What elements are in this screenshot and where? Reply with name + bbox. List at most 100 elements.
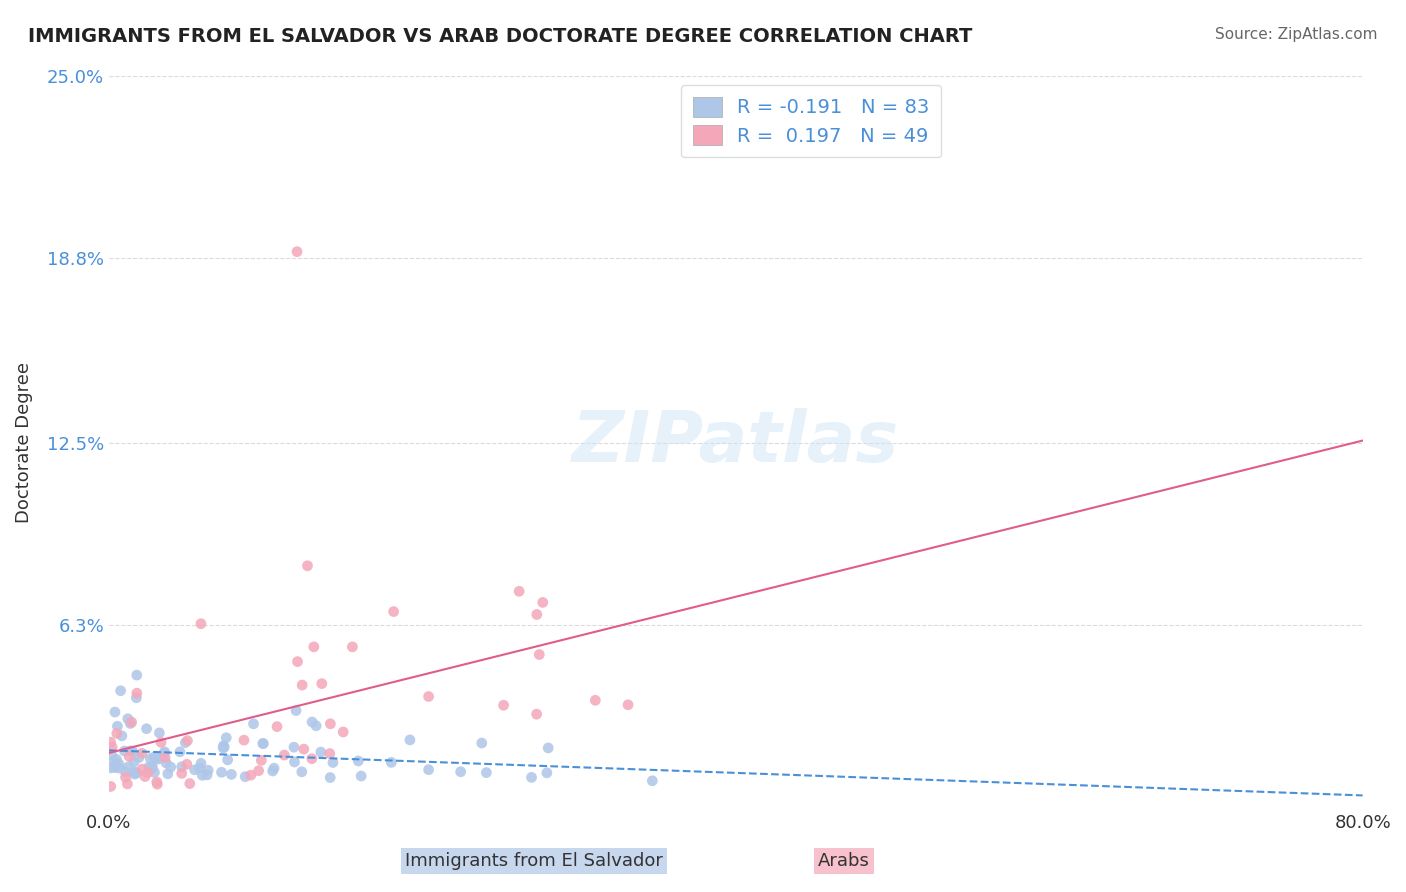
Point	[103, 754, 125, 768]
Point	[134, 770, 156, 784]
Point	[121, 715, 143, 730]
Point	[190, 616, 212, 631]
Point	[100, 747, 122, 762]
Point	[273, 747, 295, 762]
Point	[155, 756, 177, 770]
Point	[250, 753, 273, 767]
Point	[292, 742, 315, 756]
Point	[131, 747, 153, 761]
Point	[145, 751, 167, 765]
Point	[252, 737, 274, 751]
Point	[124, 764, 146, 779]
Point	[195, 768, 218, 782]
Point	[347, 754, 370, 768]
Point	[301, 714, 323, 729]
Y-axis label: Doctorate Degree: Doctorate Degree	[15, 362, 32, 523]
Point	[263, 761, 285, 775]
Point	[311, 676, 333, 690]
Point	[128, 750, 150, 764]
Point	[301, 752, 323, 766]
Point	[641, 773, 664, 788]
Point	[153, 746, 176, 760]
Point	[266, 720, 288, 734]
Point	[285, 244, 308, 259]
Point	[105, 752, 128, 766]
Point	[450, 764, 472, 779]
Point	[183, 763, 205, 777]
Point	[146, 777, 169, 791]
Text: IMMIGRANTS FROM EL SALVADOR VS ARAB DOCTORATE DEGREE CORRELATION CHART: IMMIGRANTS FROM EL SALVADOR VS ARAB DOCT…	[28, 27, 973, 45]
Point	[305, 719, 328, 733]
Point	[100, 780, 122, 794]
Point	[319, 716, 342, 731]
Point	[150, 735, 173, 749]
Point	[176, 733, 198, 747]
Text: Immigrants from El Salvador: Immigrants from El Salvador	[405, 852, 664, 870]
Point	[492, 698, 515, 713]
Point	[100, 761, 122, 775]
Point	[170, 766, 193, 780]
Point	[156, 767, 179, 781]
Point	[104, 705, 127, 719]
Point	[262, 764, 284, 778]
Point	[136, 765, 159, 780]
Point	[174, 736, 197, 750]
Point	[382, 605, 405, 619]
Point	[107, 719, 129, 733]
Point	[319, 747, 342, 761]
Point	[125, 690, 148, 705]
Point	[125, 766, 148, 780]
Point	[121, 744, 143, 758]
Point	[287, 655, 309, 669]
Point	[114, 744, 136, 758]
Point	[217, 753, 239, 767]
Point	[291, 764, 314, 779]
Point	[143, 750, 166, 764]
Point	[191, 768, 214, 782]
Point	[221, 767, 243, 781]
Point	[233, 770, 256, 784]
Point	[291, 678, 314, 692]
Point	[215, 731, 238, 745]
Point	[242, 716, 264, 731]
Point	[114, 770, 136, 784]
Point	[131, 762, 153, 776]
Point	[124, 767, 146, 781]
Point	[583, 693, 606, 707]
Point	[114, 764, 136, 779]
Point	[169, 745, 191, 759]
Point	[118, 749, 141, 764]
Point	[159, 760, 181, 774]
Point	[536, 765, 558, 780]
Point	[120, 716, 142, 731]
Point	[399, 733, 422, 747]
Point	[212, 739, 235, 753]
Point	[148, 752, 170, 766]
Point	[107, 761, 129, 775]
Point	[148, 726, 170, 740]
Point	[537, 740, 560, 755]
Text: Source: ZipAtlas.com: Source: ZipAtlas.com	[1215, 27, 1378, 42]
Point	[332, 725, 354, 739]
Point	[190, 756, 212, 771]
Point	[101, 740, 124, 755]
Point	[117, 777, 139, 791]
Point	[526, 707, 548, 722]
Point	[138, 760, 160, 774]
Point	[418, 690, 440, 704]
Point	[239, 768, 262, 782]
Point	[125, 668, 148, 682]
Point	[283, 740, 305, 755]
Point	[139, 752, 162, 766]
Point	[471, 736, 494, 750]
Point	[120, 744, 142, 758]
Point	[418, 763, 440, 777]
Point	[135, 722, 157, 736]
Point	[342, 640, 364, 654]
Text: ZIPatlas: ZIPatlas	[572, 408, 900, 477]
Point	[285, 704, 308, 718]
Point	[100, 735, 122, 749]
Point	[252, 737, 274, 751]
Point	[233, 733, 256, 747]
Point	[247, 764, 270, 778]
